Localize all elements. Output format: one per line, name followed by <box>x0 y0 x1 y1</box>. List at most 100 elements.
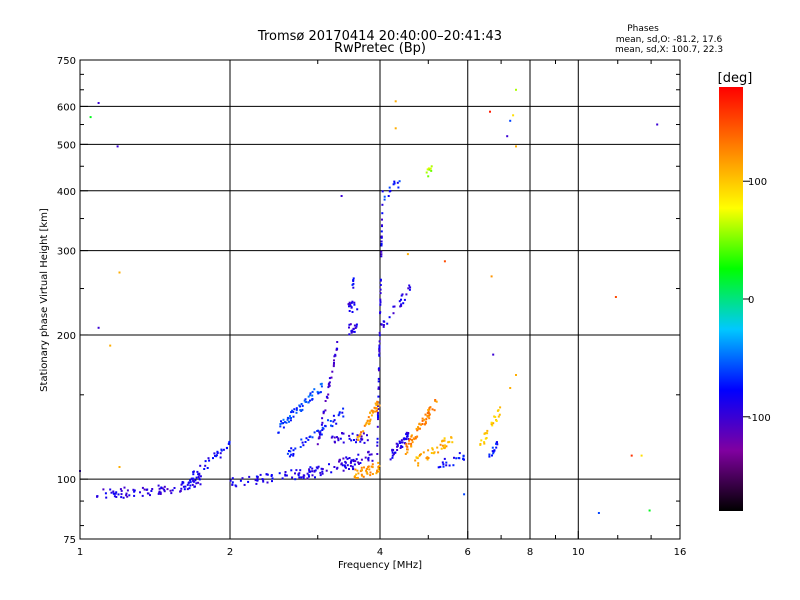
data-point <box>314 476 316 479</box>
data-point <box>360 438 363 441</box>
data-point <box>333 466 336 468</box>
data-point <box>350 301 353 304</box>
data-point <box>186 483 189 486</box>
data-point <box>367 458 370 460</box>
data-point <box>443 457 446 460</box>
data-point <box>311 390 314 393</box>
data-point <box>361 469 363 472</box>
data-point <box>377 377 380 380</box>
data-point <box>440 447 443 450</box>
data-point <box>207 457 210 460</box>
x-axis-label: Frequency [MHz] <box>338 560 422 571</box>
data-point <box>380 236 383 239</box>
data-point <box>341 464 344 467</box>
data-point <box>376 437 379 440</box>
data-point <box>491 454 493 457</box>
data-point <box>367 422 370 425</box>
data-point <box>380 255 383 258</box>
data-point <box>376 444 379 447</box>
data-point <box>199 483 202 486</box>
data-point <box>299 446 302 448</box>
data-point <box>290 447 293 450</box>
data-point <box>285 421 288 424</box>
data-point <box>369 474 372 477</box>
data-point <box>439 443 442 446</box>
data-point <box>158 491 161 494</box>
data-point <box>266 481 269 484</box>
data-point <box>509 387 512 389</box>
data-point <box>380 250 383 253</box>
data-point <box>376 409 378 412</box>
data-point <box>499 406 502 409</box>
data-point <box>480 439 483 442</box>
data-point <box>256 478 259 481</box>
data-point <box>353 301 356 304</box>
data-point <box>380 240 383 243</box>
data-point <box>321 429 324 431</box>
data-point <box>426 168 429 171</box>
data-point <box>412 437 415 440</box>
data-point <box>364 456 367 459</box>
data-point <box>112 492 115 495</box>
data-point <box>333 362 335 364</box>
data-point <box>379 298 382 301</box>
data-point <box>271 477 274 480</box>
data-point <box>329 420 332 422</box>
data-point <box>411 441 414 444</box>
data-point <box>307 474 310 477</box>
data-point <box>295 469 298 472</box>
data-point <box>378 367 381 370</box>
data-point <box>349 323 352 326</box>
data-point <box>401 293 404 296</box>
data-point <box>180 487 183 490</box>
data-point <box>199 475 202 478</box>
data-point <box>394 451 397 454</box>
data-point <box>193 485 196 488</box>
data-point <box>122 496 125 499</box>
colorbar <box>719 87 743 511</box>
data-point <box>342 469 345 472</box>
data-point <box>316 390 319 393</box>
data-point <box>492 452 495 455</box>
data-point <box>448 464 451 467</box>
data-point <box>352 467 355 470</box>
data-point <box>307 401 310 404</box>
data-point <box>309 435 312 438</box>
y-tick-label: 300 <box>57 247 76 258</box>
data-point <box>357 453 360 456</box>
data-point <box>368 468 371 471</box>
data-point <box>348 333 351 336</box>
data-point <box>300 438 303 441</box>
data-point <box>219 456 222 459</box>
data-point <box>378 353 381 356</box>
data-point <box>515 88 517 91</box>
data-point <box>364 423 367 426</box>
data-point <box>426 412 429 414</box>
data-point <box>270 474 273 476</box>
data-point <box>335 422 338 425</box>
data-point <box>228 442 231 445</box>
data-point <box>365 421 368 424</box>
data-point <box>425 418 428 421</box>
data-point <box>442 465 445 468</box>
data-point <box>198 472 201 475</box>
data-point <box>204 460 207 463</box>
data-point <box>332 420 335 423</box>
data-point <box>359 433 362 436</box>
data-point <box>188 487 191 490</box>
data-point <box>318 391 321 394</box>
data-point <box>378 340 381 343</box>
data-point <box>455 457 458 460</box>
data-point <box>356 434 359 437</box>
data-point <box>332 414 335 417</box>
data-point <box>248 475 251 478</box>
data-point <box>315 466 318 469</box>
data-point <box>352 459 355 462</box>
data-point <box>352 286 355 289</box>
data-point <box>348 301 351 304</box>
data-point <box>284 471 287 473</box>
data-point <box>369 418 372 421</box>
data-point <box>370 414 373 417</box>
data-point <box>360 473 363 476</box>
data-point <box>314 469 317 472</box>
